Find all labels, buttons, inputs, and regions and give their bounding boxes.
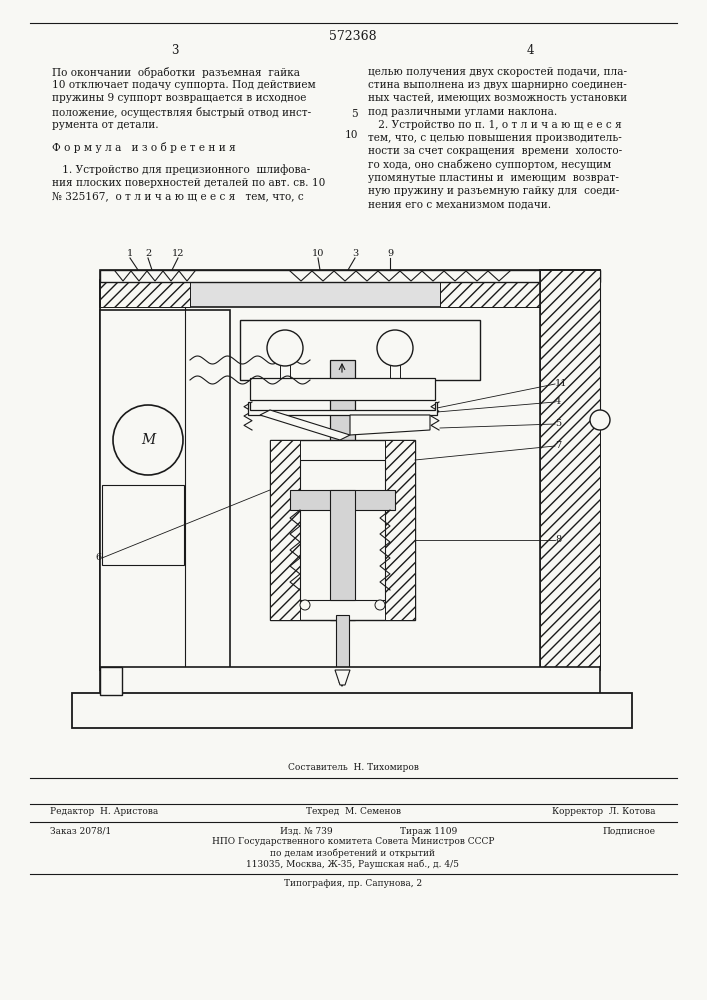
- Text: стина выполнена из двух шарнирно соединен-: стина выполнена из двух шарнирно соедине…: [368, 80, 626, 90]
- Text: Заказ 2078/1: Заказ 2078/1: [50, 826, 111, 836]
- Bar: [100, 667, 122, 695]
- Text: го хода, оно снабжено суппортом, несущим: го хода, оно снабжено суппортом, несущим: [368, 159, 612, 170]
- Text: тем, что, с целью повышения производитель-: тем, что, с целью повышения производител…: [368, 133, 621, 143]
- Text: 10: 10: [312, 249, 325, 258]
- Text: Корректор  Л. Котова: Корректор Л. Котова: [551, 808, 655, 816]
- Polygon shape: [260, 410, 350, 440]
- Bar: [300, 460, 385, 600]
- Text: 2: 2: [145, 249, 151, 258]
- Text: 9: 9: [387, 249, 393, 258]
- Text: 11: 11: [555, 379, 568, 388]
- Text: по делам изобретений и открытий: по делам изобретений и открытий: [271, 848, 436, 858]
- Text: 6: 6: [96, 554, 102, 562]
- Bar: [540, 270, 600, 670]
- Text: 5: 5: [351, 109, 358, 119]
- Bar: [330, 490, 355, 600]
- Bar: [270, 440, 415, 620]
- Bar: [385, 440, 415, 620]
- Text: целью получения двух скоростей подачи, пла-: целью получения двух скоростей подачи, п…: [368, 67, 627, 77]
- Text: 1: 1: [127, 249, 133, 258]
- Text: положение, осуществляя быстрый отвод инст-: положение, осуществляя быстрый отвод инс…: [52, 107, 311, 118]
- Text: Техред  М. Семенов: Техред М. Семенов: [305, 808, 400, 816]
- Bar: [280, 365, 290, 380]
- Text: 10: 10: [344, 130, 358, 140]
- Text: 8: 8: [555, 536, 561, 544]
- Text: Ф о р м у л а   и з о б р е т е н и я: Ф о р м у л а и з о б р е т е н и я: [52, 142, 235, 153]
- Text: 4: 4: [555, 397, 561, 406]
- Bar: [102, 485, 184, 565]
- Text: По окончании  обработки  разъемная  гайка: По окончании обработки разъемная гайка: [52, 67, 300, 78]
- Circle shape: [300, 600, 310, 610]
- Text: 572368: 572368: [329, 30, 377, 43]
- Bar: [330, 360, 355, 620]
- Text: Подписное: Подписное: [602, 826, 655, 836]
- Text: 5: 5: [555, 420, 561, 428]
- Text: Типография, пр. Сапунова, 2: Типография, пр. Сапунова, 2: [284, 880, 422, 888]
- Bar: [100, 280, 600, 670]
- Text: 10 отключает подачу суппорта. Под действием: 10 отключает подачу суппорта. Под действ…: [52, 80, 316, 90]
- Text: 3: 3: [171, 44, 179, 57]
- Circle shape: [267, 330, 303, 366]
- Text: пружины 9 суппорт возвращается в исходное: пружины 9 суппорт возвращается в исходно…: [52, 93, 306, 103]
- Polygon shape: [350, 415, 430, 435]
- Text: 2. Устройство по п. 1, о т л и ч а ю щ е е с я: 2. Устройство по п. 1, о т л и ч а ю щ е…: [368, 120, 621, 130]
- Text: НПО Государственного комитета Совета Министров СССР: НПО Государственного комитета Совета Мин…: [212, 838, 494, 846]
- Text: 12: 12: [172, 249, 185, 258]
- Text: 7: 7: [555, 442, 561, 450]
- Text: упомянутые пластины и  имеющим  возврат-: упомянутые пластины и имеющим возврат-: [368, 173, 619, 183]
- Bar: [290, 490, 395, 510]
- Text: нения его с механизмом подачи.: нения его с механизмом подачи.: [368, 199, 551, 209]
- Bar: [250, 378, 435, 400]
- Text: Составитель  Н. Тихомиров: Составитель Н. Тихомиров: [288, 762, 419, 772]
- Text: 4: 4: [526, 44, 534, 57]
- Bar: [100, 310, 230, 670]
- Bar: [440, 270, 600, 307]
- Bar: [100, 270, 600, 307]
- Circle shape: [375, 600, 385, 610]
- Text: ния плоских поверхностей деталей по авт. св. 10: ния плоских поверхностей деталей по авт.…: [52, 178, 325, 188]
- Polygon shape: [335, 670, 350, 685]
- Text: под различными углами наклона.: под различными углами наклона.: [368, 107, 557, 117]
- Circle shape: [590, 410, 610, 430]
- Bar: [390, 365, 400, 380]
- Text: ности за счет сокращения  времени  холосто-: ности за счет сокращения времени холосто…: [368, 146, 622, 156]
- Bar: [100, 270, 190, 307]
- Text: ную пружину и разъемную гайку для  соеди-: ную пружину и разъемную гайку для соеди-: [368, 186, 619, 196]
- Text: 1. Устройство для прецизионного  шлифова-: 1. Устройство для прецизионного шлифова-: [52, 165, 310, 175]
- Bar: [336, 615, 349, 670]
- Bar: [240, 320, 480, 380]
- Text: 3: 3: [352, 249, 358, 258]
- Circle shape: [113, 405, 183, 475]
- Circle shape: [377, 330, 413, 366]
- Text: румента от детали.: румента от детали.: [52, 120, 158, 130]
- Polygon shape: [248, 402, 437, 415]
- Text: Редактор  Н. Аристова: Редактор Н. Аристова: [50, 808, 158, 816]
- Text: M: M: [141, 433, 155, 447]
- Bar: [100, 270, 600, 282]
- Text: Тираж 1109: Тираж 1109: [400, 826, 457, 836]
- Bar: [540, 270, 600, 670]
- Text: № 325167,  о т л и ч а ю щ е е с я   тем, что, с: № 325167, о т л и ч а ю щ е е с я тем, ч…: [52, 191, 304, 201]
- Bar: [100, 667, 600, 695]
- Text: 113035, Москва, Ж-35, Раушская наб., д. 4/5: 113035, Москва, Ж-35, Раушская наб., д. …: [247, 859, 460, 869]
- Text: Изд. № 739: Изд. № 739: [280, 826, 332, 836]
- Bar: [270, 440, 300, 620]
- Text: ных частей, имеющих возможность установки: ных частей, имеющих возможность установк…: [368, 93, 627, 103]
- Bar: [72, 693, 632, 728]
